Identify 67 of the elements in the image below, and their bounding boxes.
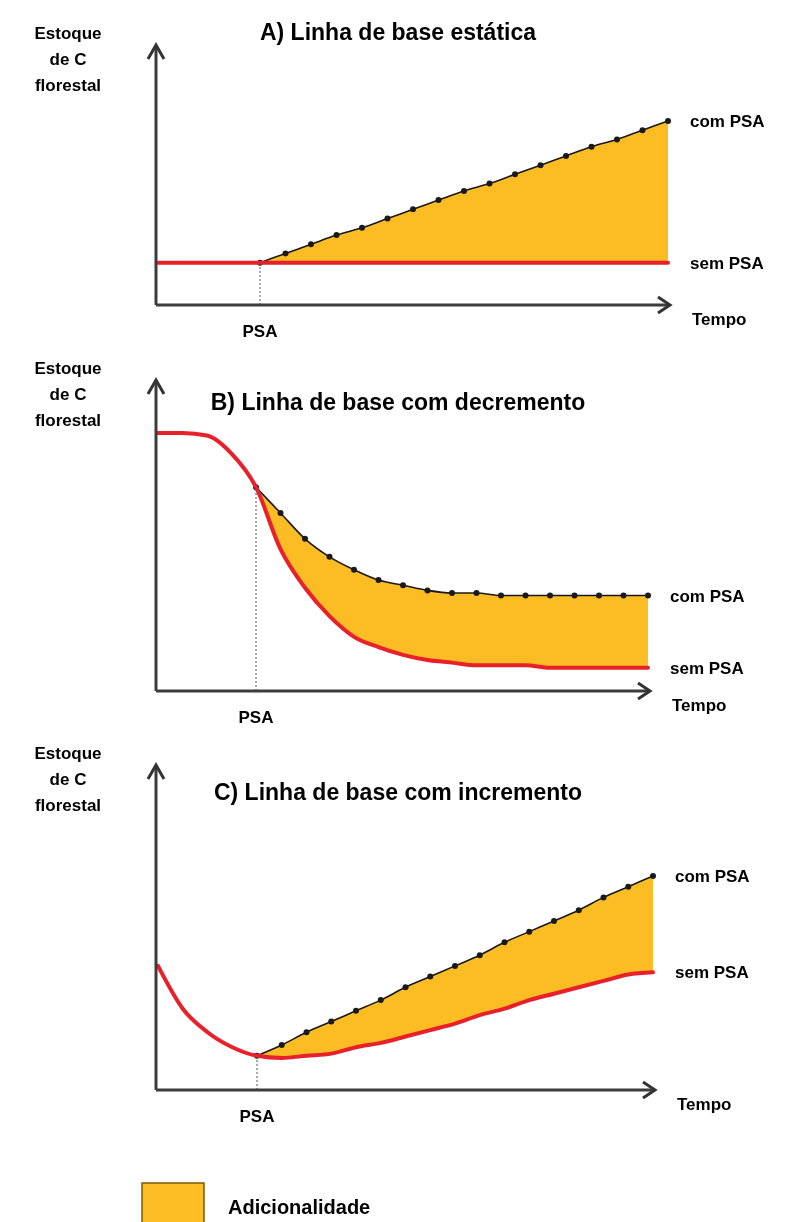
y-axis-title: Estoque de C florestal [34,359,102,430]
series-label: com PSA [675,867,750,886]
y-axis-title: Estoque de C florestal [34,24,102,95]
point [435,197,442,204]
point [452,962,458,969]
x-axis-title: Tempo [677,1095,732,1114]
point [351,566,357,573]
chart-title: B) Linha de base com decremento [210,389,586,415]
point [575,907,582,914]
point [537,162,544,169]
point [547,592,553,599]
point [600,894,607,901]
point [302,535,308,542]
point [551,917,557,924]
point [359,224,365,231]
chart-title: A) Linha de base estática [259,19,537,45]
point [563,152,569,159]
point [522,592,529,599]
point [449,589,455,596]
series-label: sem PSA [670,658,744,678]
text: PSA [238,708,274,727]
series-label: sem PSA [675,963,749,983]
point [639,127,646,134]
point [588,143,595,150]
point [665,118,671,124]
point [571,592,578,599]
point [308,241,314,248]
point [526,928,533,935]
point [473,589,480,596]
point [645,592,651,599]
point [384,215,391,222]
text: PSA [239,1107,275,1126]
point [278,1042,285,1049]
series-label: sem PSA [690,253,764,273]
point [402,984,409,991]
point [277,509,284,516]
point [282,250,289,257]
point [625,883,632,890]
point [328,1018,335,1025]
point [427,973,434,980]
point [512,171,518,178]
point [620,592,627,599]
chart-title: C) Linha de base com incremento [213,779,583,805]
point [501,939,508,946]
point [353,1007,359,1014]
point [377,997,384,1004]
point [614,136,620,143]
point [410,206,416,213]
point [596,592,602,599]
point [486,180,493,187]
text: PSA [242,322,278,341]
point [424,587,431,594]
x-axis-title: Tempo [672,696,727,715]
point [650,873,656,879]
series-label: com PSA [670,586,745,606]
point [498,592,504,599]
point [326,553,333,560]
x-axis-title: Tempo [692,310,747,329]
point [303,1029,310,1036]
point [375,577,382,584]
point [461,187,467,194]
text: Adicionalidade [228,1196,371,1218]
point [400,582,406,589]
point [333,232,340,239]
y-axis-title: Estoque de C florestal [34,744,102,815]
series-label: com PSA [690,112,765,131]
point [476,952,483,959]
